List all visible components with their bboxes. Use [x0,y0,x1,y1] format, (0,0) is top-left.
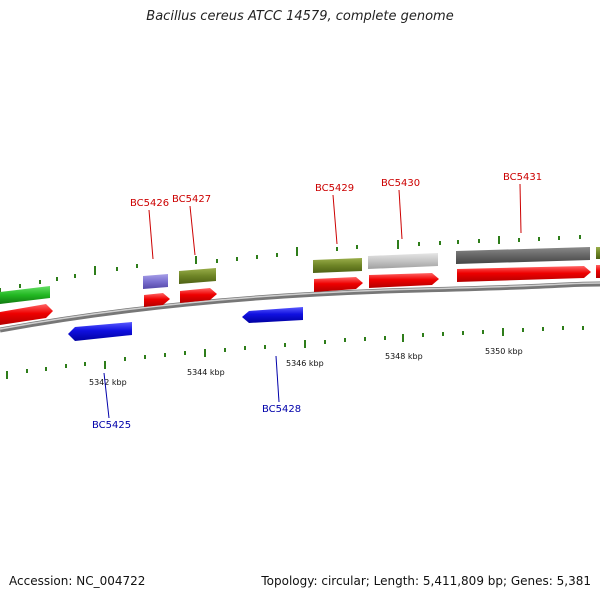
gene-arrow-bc5430[interactable] [369,273,439,288]
gene-arrow-bc5425[interactable] [68,322,132,341]
gene-arrow-bc5426[interactable] [144,293,170,307]
gene-arrow-bc5428[interactable] [242,307,303,323]
reverse-genes [68,307,303,341]
feature-box-bc5430[interactable] [368,253,438,269]
gene-arrow[interactable] [0,304,53,325]
gene-label-bc5427[interactable]: BC5427 [172,194,211,205]
gene-arrow-bc5431[interactable] [457,266,591,282]
position-label-5344: 5344 kbp [187,368,225,377]
gene-label-bc5430[interactable]: BC5430 [381,178,420,189]
gene-labels: BC5425 BC5426 BC5427 BC5428 BC5429 BC543… [92,172,542,431]
feature-box-bc5427[interactable] [179,268,216,284]
gene-arrow[interactable] [596,265,600,278]
feature-box-bc5426[interactable] [143,274,168,289]
accession-text: Accession: NC_004722 [9,574,146,588]
gene-arrow-bc5429[interactable] [314,277,363,292]
genome-backbone [0,281,600,333]
position-labels: 5342 kbp 5344 kbp 5346 kbp 5348 kbp 5350… [89,347,523,387]
feature-boxes [0,247,600,304]
position-label-5350: 5350 kbp [485,347,523,356]
position-label-5348: 5348 kbp [385,352,423,361]
gene-label-bc5426[interactable]: BC5426 [130,198,169,209]
genome-backbone-highlight [0,282,600,330]
feature-box-bc5429[interactable] [313,258,362,273]
gene-label-bc5431[interactable]: BC5431 [503,172,542,183]
gene-label-bc5429[interactable]: BC5429 [315,183,354,194]
feature-box[interactable] [0,286,50,304]
forward-genes [0,265,600,325]
gene-arrow-bc5427[interactable] [180,288,217,303]
label-leaders [103,183,522,419]
outer-tick-marks [0,235,581,294]
position-label-5346: 5346 kbp [286,359,324,368]
feature-box[interactable] [596,247,600,259]
inner-tick-marks [6,326,584,379]
gene-label-bc5428[interactable]: BC5428 [262,404,301,415]
feature-box-bc5431[interactable] [456,247,590,264]
gene-label-bc5425[interactable]: BC5425 [92,420,131,431]
genome-summary-text: Topology: circular; Length: 5,411,809 bp… [261,574,591,588]
position-label-5342: 5342 kbp [89,378,127,387]
map-title: Bacillus cereus ATCC 14579, complete gen… [146,9,454,24]
